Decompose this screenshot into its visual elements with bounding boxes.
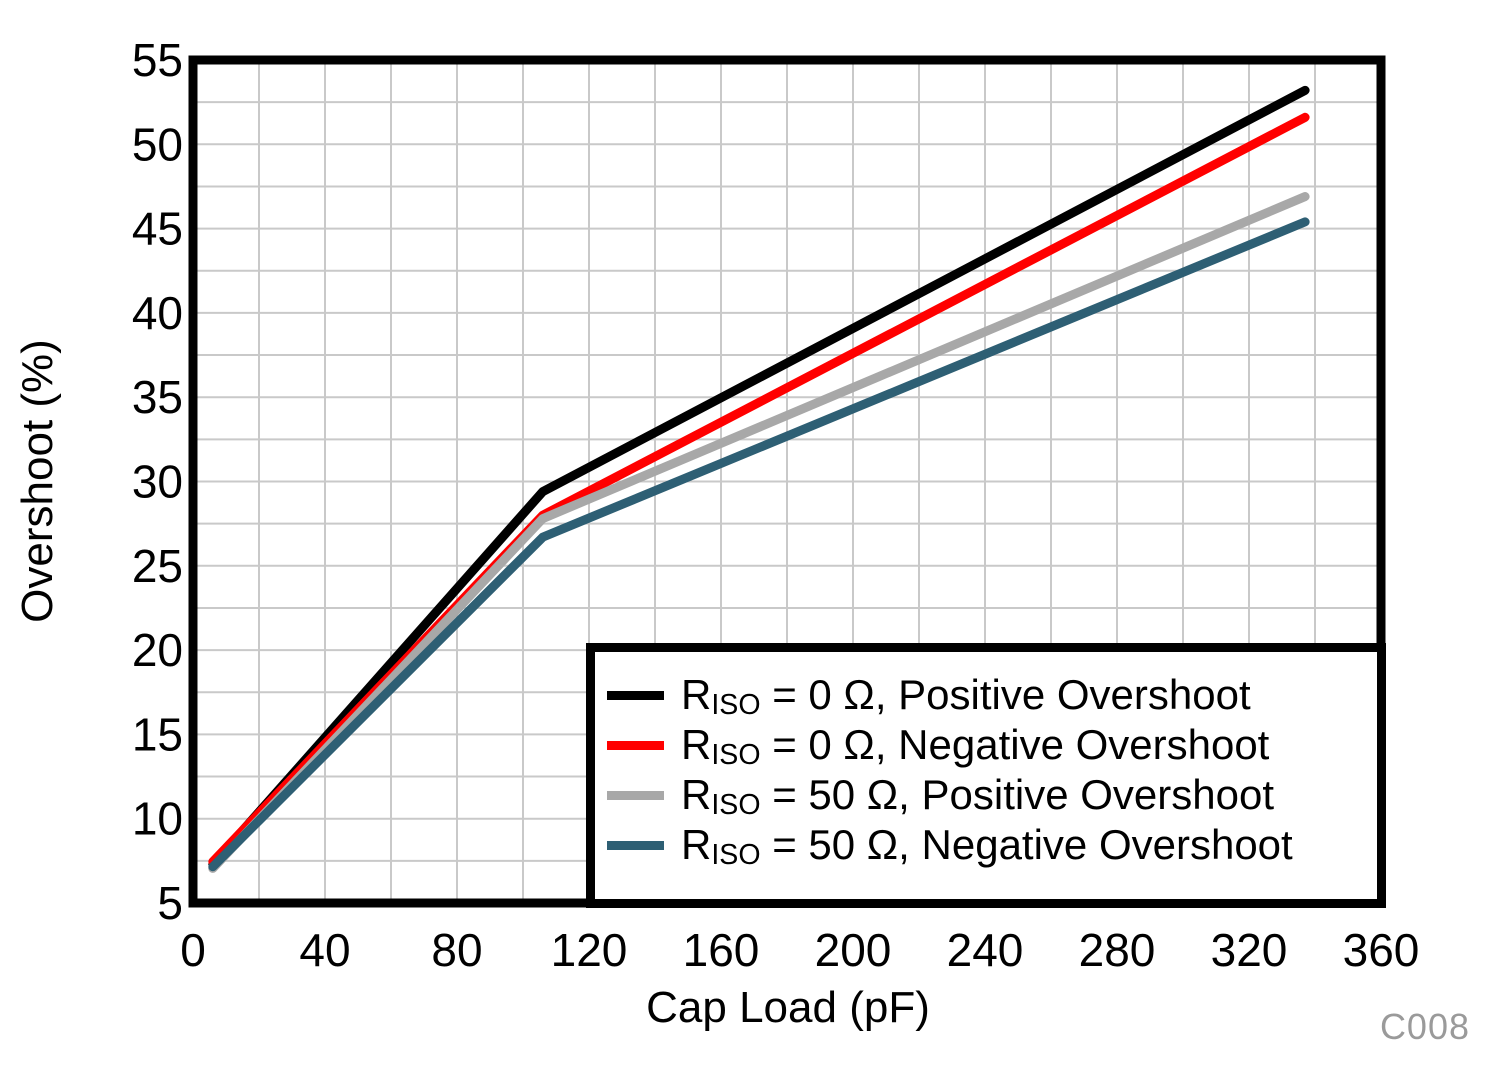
legend-swatch-line <box>607 740 664 750</box>
x-tick-label: 320 <box>1211 924 1288 976</box>
y-tick-label: 35 <box>132 371 183 423</box>
legend-label: RISO = 0 Ω, Positive Overshoot <box>681 671 1251 722</box>
legend-swatch-line <box>607 690 664 700</box>
legend-row-3: RISO = 50 Ω, Negative Overshoot <box>595 820 1377 870</box>
y-tick-label: 45 <box>132 203 183 255</box>
x-tick-label: 40 <box>299 924 350 976</box>
legend-label: RISO = 50 Ω, Positive Overshoot <box>681 771 1275 822</box>
legend-label: RISO = 0 Ω, Negative Overshoot <box>681 721 1270 772</box>
legend-row-2: RISO = 50 Ω, Positive Overshoot <box>595 770 1377 820</box>
legend-swatch-line <box>607 790 664 800</box>
y-tick-label: 15 <box>132 708 183 760</box>
series-line-3 <box>208 217 1310 872</box>
x-tick-label: 360 <box>1343 924 1420 976</box>
y-tick-label: 20 <box>132 624 183 676</box>
x-tick-label: 200 <box>815 924 892 976</box>
legend-row-0: RISO = 0 Ω, Positive Overshoot <box>595 670 1377 720</box>
x-tick-label: 160 <box>683 924 760 976</box>
x-tick-label: 240 <box>947 924 1024 976</box>
legend-swatch-line <box>607 840 664 850</box>
x-axis-title: Cap Load (pF) <box>646 983 930 1032</box>
y-tick-label: 25 <box>132 540 183 592</box>
x-tick-label: 120 <box>551 924 628 976</box>
x-tick-label: 80 <box>431 924 482 976</box>
legend: RISO = 0 Ω, Positive Overshoot RISO = 0 Ω… <box>586 643 1386 908</box>
legend-row-1: RISO = 0 Ω, Negative Overshoot <box>595 720 1377 770</box>
y-tick-label: 5 <box>157 877 183 929</box>
x-tick-label: 0 <box>180 924 206 976</box>
x-tick-label: 280 <box>1079 924 1156 976</box>
y-tick-label: 10 <box>132 793 183 845</box>
legend-label: RISO = 50 Ω, Negative Overshoot <box>681 821 1293 872</box>
chart-code-watermark: C008 <box>1379 1006 1470 1047</box>
y-tick-label: 40 <box>132 287 183 339</box>
y-tick-label: 55 <box>132 34 183 86</box>
y-tick-label: 30 <box>132 456 183 508</box>
y-tick-label: 50 <box>132 118 183 170</box>
y-axis-title: Overshoot (%) <box>13 339 62 623</box>
